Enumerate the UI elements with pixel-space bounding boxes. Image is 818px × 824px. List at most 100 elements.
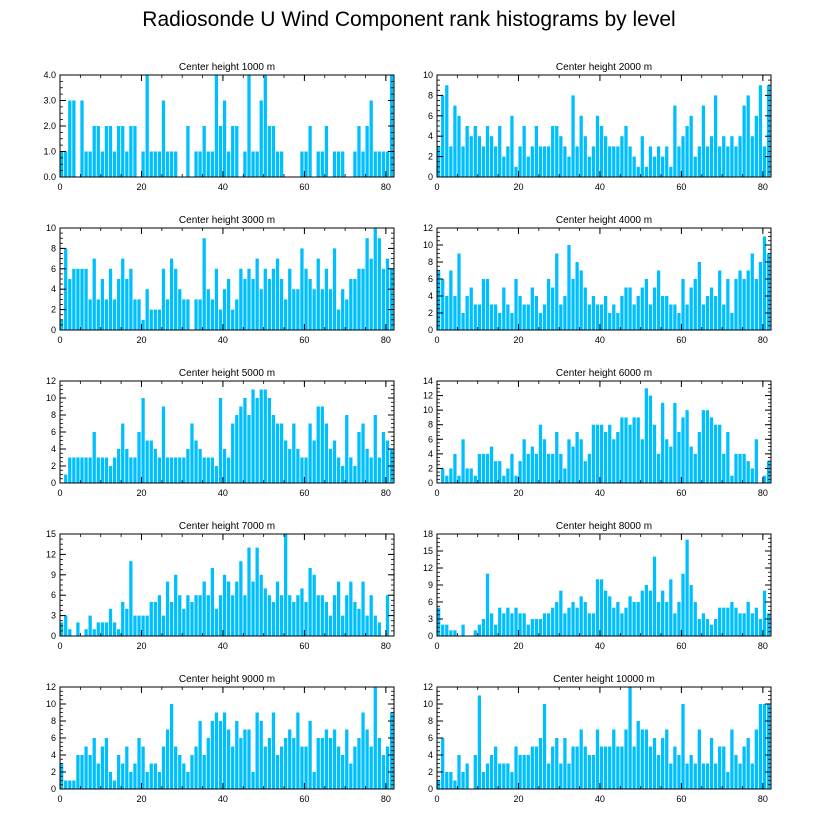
histogram-bar bbox=[583, 136, 587, 177]
histogram-bar bbox=[169, 258, 174, 330]
histogram-bar bbox=[296, 595, 300, 636]
histogram-bar bbox=[100, 746, 105, 789]
histogram-bar bbox=[718, 607, 722, 636]
histogram-bar bbox=[481, 146, 486, 177]
histogram-bar bbox=[673, 613, 677, 636]
histogram-bar bbox=[632, 304, 636, 330]
histogram-bar bbox=[190, 423, 194, 483]
histogram-bar bbox=[453, 453, 457, 483]
histogram-bar bbox=[689, 585, 693, 636]
histogram-bar bbox=[485, 573, 490, 636]
histogram-bar bbox=[373, 228, 377, 330]
histogram-bar bbox=[320, 289, 324, 330]
histogram-bar bbox=[746, 738, 750, 789]
histogram-bar bbox=[186, 449, 190, 483]
chart-panel-5: Center height 5000 m 0 20 40 60 80 0 2 4 6 8 10 12 bbox=[46, 368, 395, 498]
x-tick-label: 40 bbox=[595, 335, 605, 345]
y-tick-label: 0 bbox=[51, 631, 56, 641]
histogram-bar bbox=[551, 287, 555, 330]
y-tick-label: 3.0 bbox=[43, 96, 56, 106]
histogram-bar bbox=[377, 622, 381, 636]
histogram-bar bbox=[726, 146, 730, 177]
histogram-bar bbox=[100, 151, 105, 177]
histogram-bar bbox=[292, 289, 296, 330]
histogram-bar bbox=[100, 457, 105, 483]
chart-title: Center height 10000 m bbox=[553, 674, 655, 685]
histogram-bar bbox=[357, 268, 361, 330]
histogram-bar bbox=[247, 268, 251, 330]
histogram-bar bbox=[100, 622, 105, 636]
histogram-bar bbox=[361, 712, 365, 789]
histogram-bar bbox=[279, 279, 284, 330]
histogram-bar bbox=[304, 151, 308, 177]
histogram-bar bbox=[80, 268, 84, 330]
histogram-bar bbox=[644, 279, 649, 330]
histogram-bar bbox=[746, 461, 750, 483]
histogram-bar bbox=[104, 126, 109, 177]
histogram-bar bbox=[762, 704, 767, 789]
histogram-bar bbox=[92, 258, 96, 330]
histogram-bar bbox=[104, 738, 109, 789]
histogram-bar bbox=[141, 615, 145, 636]
histogram-bar bbox=[210, 721, 214, 789]
histogram-bar bbox=[742, 613, 746, 636]
histogram-bar bbox=[685, 539, 689, 636]
y-tick-label: 6 bbox=[51, 590, 56, 600]
histogram-bar bbox=[284, 440, 288, 483]
x-tick-label: 0 bbox=[57, 182, 62, 192]
histogram-bar bbox=[726, 607, 730, 636]
histogram-bar bbox=[271, 268, 276, 330]
histogram-bar bbox=[64, 151, 68, 177]
histogram-bar bbox=[328, 738, 333, 789]
x-tick-label: 60 bbox=[676, 335, 686, 345]
histogram-bar bbox=[271, 415, 276, 483]
histogram-bar bbox=[449, 630, 453, 636]
histogram-bar bbox=[377, 738, 381, 789]
x-tick-label: 80 bbox=[758, 794, 768, 804]
histogram-bar bbox=[194, 151, 198, 177]
histogram-bar bbox=[198, 299, 202, 330]
histogram-bar bbox=[612, 146, 616, 177]
histogram-bar bbox=[453, 105, 457, 177]
histogram-bar bbox=[300, 588, 304, 636]
histogram-bar bbox=[125, 151, 129, 177]
histogram-bar bbox=[612, 439, 616, 483]
histogram-bar bbox=[546, 146, 551, 177]
histogram-bar bbox=[555, 126, 559, 177]
histogram-bar bbox=[636, 166, 640, 177]
x-tick-label: 20 bbox=[513, 794, 523, 804]
histogram-bar bbox=[571, 446, 575, 483]
histogram-bar bbox=[341, 466, 345, 483]
histogram-bar bbox=[214, 466, 219, 483]
histogram-bar bbox=[194, 440, 198, 483]
histogram-bar bbox=[709, 287, 714, 330]
histogram-bar bbox=[149, 763, 153, 789]
histogram-bar bbox=[84, 746, 88, 789]
histogram-bar bbox=[80, 100, 84, 177]
histogram-bar bbox=[178, 755, 182, 789]
x-tick-label: 0 bbox=[434, 488, 439, 498]
histogram-bar bbox=[121, 602, 125, 636]
histogram-bar bbox=[705, 296, 710, 330]
histogram-bar bbox=[673, 304, 677, 330]
histogram-bar bbox=[673, 105, 677, 177]
chart-title: Center height 6000 m bbox=[556, 368, 652, 379]
histogram-bar bbox=[734, 453, 738, 483]
histogram-bar bbox=[117, 755, 121, 789]
histogram-bar bbox=[373, 615, 377, 636]
histogram-bar bbox=[681, 704, 685, 789]
histogram-bar bbox=[656, 270, 661, 330]
histogram-bar bbox=[267, 595, 272, 636]
histogram-bar bbox=[591, 296, 596, 330]
histogram-bar bbox=[149, 440, 153, 483]
histogram-bar bbox=[538, 146, 543, 177]
histogram-bar bbox=[243, 729, 247, 789]
histogram-bar bbox=[534, 746, 539, 789]
y-tick-label: 4 bbox=[428, 449, 433, 459]
histogram-bar bbox=[473, 630, 477, 636]
y-tick-label: 2 bbox=[51, 767, 56, 777]
histogram-bar bbox=[153, 309, 157, 330]
histogram-bar bbox=[746, 270, 750, 330]
histogram-bar bbox=[693, 279, 697, 330]
